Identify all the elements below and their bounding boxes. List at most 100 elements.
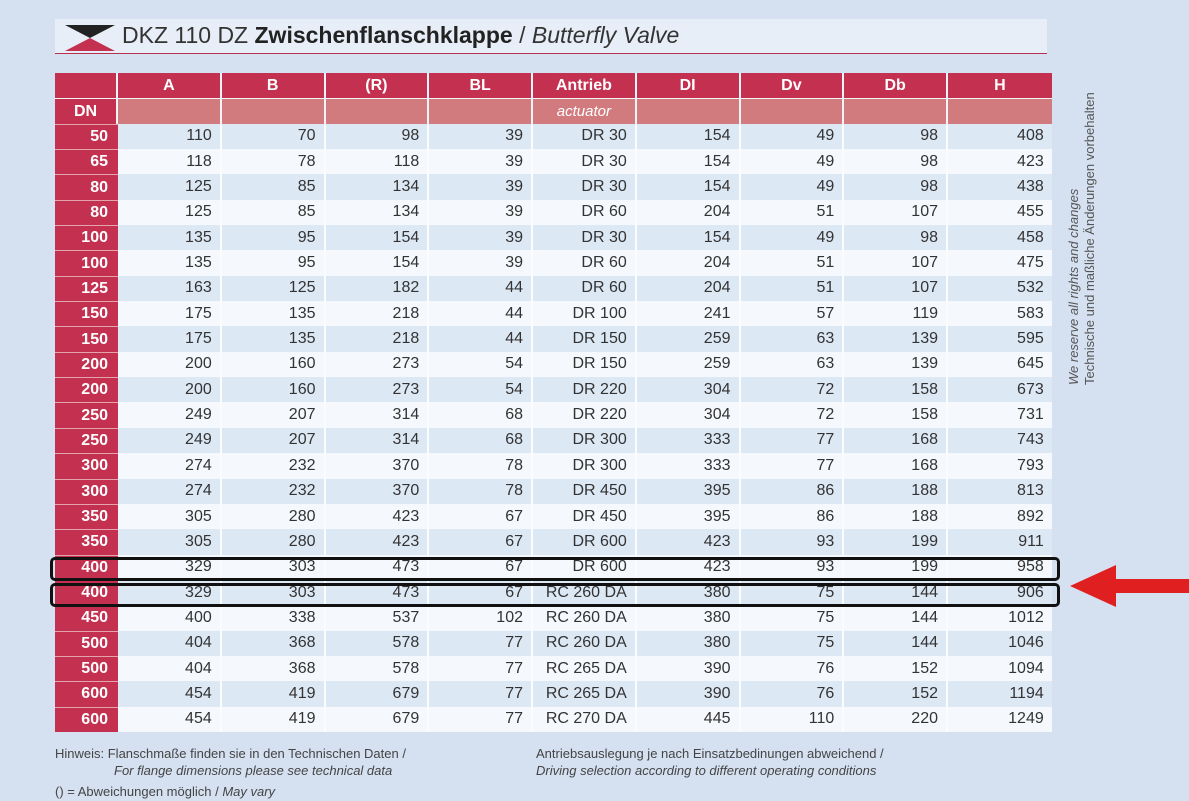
value-cell: 329 — [118, 554, 222, 580]
value-cell: 438 — [948, 174, 1052, 200]
value-cell: 44 — [429, 326, 533, 352]
value-cell: 144 — [844, 579, 948, 606]
value-cell: 95 — [221, 225, 326, 251]
value-cell: 77 — [429, 706, 533, 732]
table-row: 125 163 125 182 44 DR 60 204 51 107 532 — [55, 275, 1052, 302]
value-cell: DR 450 — [533, 503, 637, 530]
value-cell: 67 — [429, 579, 533, 606]
value-cell: 454 — [118, 706, 222, 732]
value-cell: DR 30 — [533, 149, 637, 175]
company-logo-icon — [65, 25, 115, 51]
value-cell: 303 — [221, 554, 326, 580]
value-cell: 218 — [325, 301, 430, 327]
table-row: 100 135 95 154 39 DR 60 204 51 107 475 — [55, 250, 1052, 276]
value-cell: 93 — [740, 529, 845, 555]
value-cell: 39 — [429, 199, 533, 226]
value-cell: 75 — [740, 605, 845, 631]
dn-cell: 150 — [55, 326, 118, 352]
value-cell: 958 — [948, 554, 1052, 580]
dn-cell: 65 — [55, 149, 118, 175]
column-header: Antrieb — [533, 73, 637, 99]
value-cell: DR 60 — [533, 275, 637, 302]
value-cell: 67 — [429, 554, 533, 580]
dn-cell: 500 — [55, 630, 118, 656]
value-cell: 1194 — [948, 681, 1052, 707]
value-cell: 39 — [429, 149, 533, 175]
value-cell: 125 — [118, 199, 222, 226]
table-row: 400 329 303 473 67 DR 600 423 93 199 958 — [55, 554, 1052, 580]
drive-note-de: Antriebsauslegung je nach Einsatzbedinun… — [536, 746, 884, 761]
value-cell: 395 — [636, 503, 741, 530]
dn-cell: 600 — [55, 681, 118, 707]
value-cell: DR 600 — [533, 554, 637, 580]
table-subheader-row: DN actuator — [55, 98, 1052, 124]
value-cell: 473 — [325, 554, 430, 580]
table-row: 500 404 368 578 77 RC 265 DA 390 76 152 1094 — [55, 655, 1052, 682]
dn-cell: 200 — [55, 351, 118, 378]
value-cell: 175 — [118, 301, 222, 327]
value-cell: 175 — [118, 326, 222, 352]
value-cell: 911 — [948, 529, 1052, 555]
value-cell: 144 — [844, 605, 948, 631]
flange-note-en: For flange dimensions please see technic… — [114, 763, 393, 778]
value-cell: DR 150 — [533, 326, 637, 352]
column-header: BL — [429, 73, 533, 99]
value-cell: 102 — [429, 605, 533, 631]
value-cell: 368 — [221, 655, 326, 682]
dn-cell: 250 — [55, 402, 118, 428]
value-cell: 370 — [325, 453, 430, 479]
value-cell: 423 — [325, 503, 430, 530]
value-cell: 423 — [636, 554, 741, 580]
value-cell: 458 — [948, 225, 1052, 251]
value-cell: 119 — [844, 301, 948, 327]
value-cell: RC 265 DA — [533, 655, 637, 682]
value-cell: 280 — [221, 529, 326, 555]
dn-cell: 250 — [55, 427, 118, 454]
value-cell: 380 — [636, 605, 741, 631]
dn-cell: 300 — [55, 478, 118, 504]
dn-cell: 200 — [55, 377, 118, 403]
value-cell: 305 — [118, 529, 222, 555]
table-row: 150 175 135 218 44 DR 150 259 63 139 595 — [55, 326, 1052, 352]
value-cell: DR 300 — [533, 453, 637, 479]
value-cell: 595 — [948, 326, 1052, 352]
value-cell: 163 — [118, 275, 222, 302]
value-cell: 107 — [844, 199, 948, 226]
drive-note: Antriebsauslegung je nach Einsatzbedinun… — [536, 745, 884, 779]
value-cell: DR 150 — [533, 351, 637, 378]
value-cell: 473 — [325, 579, 430, 606]
table-row: 250 249 207 314 68 DR 220 304 72 158 731 — [55, 402, 1052, 428]
value-cell: 404 — [118, 630, 222, 656]
value-cell: 793 — [948, 453, 1052, 479]
table-row: 300 274 232 370 78 DR 450 395 86 188 813 — [55, 478, 1052, 504]
value-cell: 54 — [429, 377, 533, 403]
value-cell: 98 — [844, 174, 948, 200]
value-cell: 51 — [740, 275, 845, 302]
value-cell: 1012 — [948, 605, 1052, 631]
value-cell: 78 — [429, 453, 533, 479]
value-cell: 107 — [844, 275, 948, 302]
value-cell: 67 — [429, 529, 533, 555]
value-cell: DR 600 — [533, 529, 637, 555]
table-corner-cell — [55, 73, 118, 99]
value-cell: 98 — [844, 225, 948, 251]
value-cell: DR 300 — [533, 427, 637, 454]
value-cell: 218 — [325, 326, 430, 352]
value-cell: 395 — [636, 478, 741, 504]
value-cell: 679 — [325, 706, 430, 732]
value-cell: 274 — [118, 453, 222, 479]
value-cell: 1046 — [948, 630, 1052, 656]
title-italic: Butterfly Valve — [531, 22, 680, 48]
dn-column-header: DN — [55, 98, 118, 124]
value-cell: 204 — [636, 275, 741, 302]
value-cell: 368 — [221, 630, 326, 656]
value-cell: 333 — [636, 453, 741, 479]
value-cell: 76 — [740, 655, 845, 682]
value-cell: 85 — [221, 199, 326, 226]
value-cell: 158 — [844, 377, 948, 403]
table-header-row: A B (R) BL Antrieb DI Dv Db H — [55, 73, 1052, 99]
value-cell: RC 260 DA — [533, 579, 637, 606]
value-cell: 76 — [740, 681, 845, 707]
rights-notice-de: Technische und maßliche Änderungen vorbe… — [1082, 92, 1097, 385]
value-cell: 135 — [118, 225, 222, 251]
